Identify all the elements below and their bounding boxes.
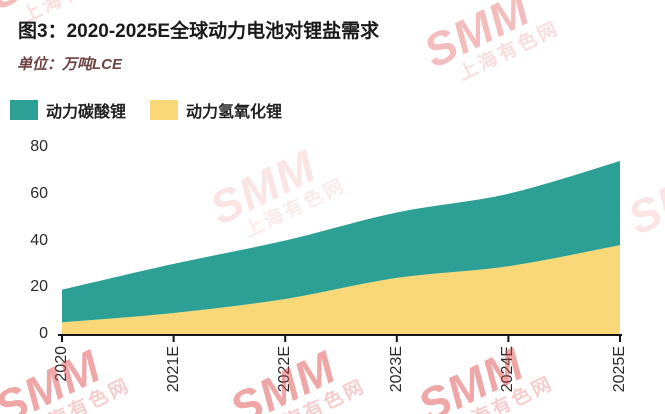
x-axis-label: 2021E	[164, 346, 182, 393]
area-series-carbonate	[62, 161, 620, 323]
x-axis-label: 2025E	[611, 346, 628, 393]
legend-label-carbonate: 动力碳酸锂	[46, 104, 127, 121]
y-axis-tick-label: 20	[30, 278, 48, 296]
legend-swatch-carbonate	[10, 100, 38, 120]
unit-label: 单位：万吨LCE	[17, 56, 123, 73]
stacked-area-chart: 80 60 40 20 0 2020 2021E 2022E 2023E 2024E 2025E	[0, 128, 665, 414]
legend-label-hydroxide: 动力氢氧化锂	[186, 104, 283, 121]
watermark-brand-text: SMM	[415, 0, 538, 78]
watermark-brand-text: SMM	[0, 0, 144, 20]
area-series-hydroxide	[62, 245, 620, 334]
page-title: 图3：2020-2025E全球动力电池对锂盐需求	[18, 21, 380, 42]
y-axis-tick-label: 0	[39, 325, 48, 342]
chart-canvas	[58, 161, 622, 342]
legend-item-carbonate: 动力碳酸锂	[10, 98, 126, 122]
y-axis-tick-label: 60	[30, 184, 48, 202]
legend-item-hydroxide: 动力氢氧化锂	[150, 98, 282, 122]
legend-swatch-hydroxide	[150, 100, 179, 120]
y-axis-tick-label: 40	[30, 231, 48, 249]
x-axis-label: 2023E	[387, 346, 405, 393]
smm-watermark: SMM 上海有色网	[415, 0, 589, 92]
chart-legend: 动力碳酸锂 动力氢氧化锂	[10, 98, 306, 122]
y-axis-tick-label: 80	[30, 138, 48, 155]
watermark-subtext: 上海有色网	[455, 18, 564, 86]
x-axis-label: 2024E	[499, 346, 517, 393]
x-axis-label: 2022E	[276, 346, 294, 393]
x-axis-label: 2020	[53, 346, 70, 382]
